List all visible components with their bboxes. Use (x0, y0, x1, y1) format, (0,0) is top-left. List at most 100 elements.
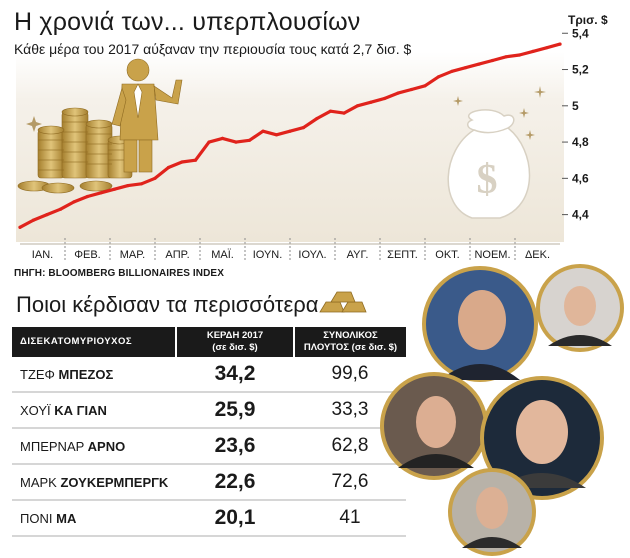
data-point (18, 225, 22, 229)
chart-subtitle: Κάθε μέρα του 2017 αύξαναν την περιουσία… (14, 41, 412, 57)
data-point (463, 66, 468, 70)
data-point (423, 84, 427, 88)
y-tick-label: 5,2 (572, 63, 589, 77)
data-point (490, 58, 495, 63)
header-wealth: ΣΥΝΟΛΙΚΟΣ ΠΛΟΥΤΟΣ (σε δισ. $) (294, 327, 406, 357)
money-bag-icon: $ (447, 109, 531, 219)
data-point (396, 91, 400, 95)
table-row: ΜΠΕΡΝΑΡ ΑΡΝΟ 23,6 62,8 (12, 428, 406, 464)
data-point (369, 100, 373, 104)
data-point (544, 46, 549, 50)
chart-panel: ΙΑΝ. ΦΕΒ. ΜΑΡ. ΑΠΡ. ΜΑΪ. ΙΟΥΝ. ΙΟΥΛ. ΑΥΓ. ΣΕΠΤ. Ο… (16, 26, 589, 262)
header-gains-line1: ΚΕΡΔΗ 2017 (206, 330, 264, 341)
data-point (207, 140, 211, 144)
table-row: ΤΖΕΦ ΜΠΕΖΟΣ 34,2 99,6 (12, 357, 406, 392)
billionaire-name: ΠΟΝΙ ΜΑ (12, 500, 176, 536)
y-tick-label: 4,4 (572, 208, 589, 222)
data-point (99, 191, 103, 195)
first-name: ΤΖΕΦ (20, 366, 59, 382)
x-tick-label: ΝΟΕΜ. (474, 249, 510, 261)
header-gains: ΚΕΡΔΗ 2017 (σε δισ. $) (176, 327, 295, 357)
data-point (558, 42, 562, 46)
businessman-icon (111, 58, 183, 173)
portrait-collage (380, 264, 624, 556)
wealth-series-points (18, 42, 562, 229)
last-name: ΜΠΕΖΟΣ (58, 366, 114, 382)
x-tick-label: ΜΑΪ. (211, 249, 234, 261)
y-tick-label: 5,4 (572, 26, 589, 40)
data-point (328, 109, 333, 113)
first-name: ΜΑΡΚ (20, 474, 61, 490)
data-point (382, 96, 387, 101)
x-tick-label: ΔΕΚ. (525, 249, 550, 261)
sparkle-icon (26, 86, 546, 140)
dollar-symbol: $ (477, 157, 498, 203)
header-wealth-line1: ΣΥΝΟΛΙΚΟΣ (323, 330, 378, 341)
portrait-zuckerberg (480, 376, 604, 500)
header-gains-line2: (σε δισ. $) (212, 342, 258, 353)
chart-svg: ΙΑΝ. ΦΕΒ. ΜΑΡ. ΑΠΡ. ΜΑΪ. ΙΟΥΝ. ΙΟΥΛ. ΑΥΓ. ΣΕΠΤ. Ο… (16, 26, 589, 262)
first-name: ΜΠΕΡΝΑΡ (20, 438, 88, 454)
data-point (45, 213, 49, 217)
data-point (220, 136, 225, 140)
data-point (247, 138, 252, 142)
x-tick-label: ΙΟΥΝ. (253, 249, 283, 261)
data-point (112, 187, 117, 191)
data-point (139, 182, 144, 186)
wealth-value: 72,6 (331, 471, 369, 492)
portrait-hui-ka-yan (536, 264, 624, 352)
data-point (477, 62, 481, 66)
portrait-arnault (380, 372, 488, 480)
month-separators (20, 238, 560, 262)
data-point (85, 194, 90, 199)
table-row: ΜΑΡΚ ΖΟΥΚΕΡΜΠΕΡΓΚ 22,6 72,6 (12, 464, 406, 500)
gain-value: 34,2 (214, 362, 256, 385)
first-name: ΠΟΝΙ (20, 510, 57, 526)
billionaire-name: ΜΑΡΚ ΖΟΥΚΕΡΜΠΕΡΓΚ (12, 464, 176, 500)
data-point (504, 55, 508, 59)
x-tick-label: ΣΕΠΤ. (387, 249, 418, 261)
gain-value: 25,9 (214, 398, 256, 421)
gain-value: 23,6 (214, 434, 256, 457)
table-row: ΧΟΥΪ ΚΑ ΓΙΑΝ 25,9 33,3 (12, 392, 406, 428)
x-axis-labels: ΙΑΝ. ΦΕΒ. ΜΑΡ. ΑΠΡ. ΜΑΪ. ΙΟΥΝ. ΙΟΥΛ. ΑΥΓ. ΣΕΠΤ. Ο… (32, 249, 550, 261)
gain-value: 20,1 (214, 506, 256, 529)
data-point (450, 69, 454, 73)
data-point (261, 129, 265, 133)
x-tick-label: ΙΑΝ. (32, 249, 53, 261)
data-point (166, 165, 171, 170)
x-tick-label: ΟΚΤ. (435, 249, 459, 261)
first-name: ΧΟΥΪ (20, 402, 55, 418)
source-note: ΠΗΓΗ: BLOOMBERG BILLIONAIRES INDEX (14, 268, 224, 279)
data-point (234, 140, 238, 144)
y-axis-unit: Τρισ. $ (568, 13, 608, 27)
gain-value: 22,6 (214, 470, 256, 493)
data-point (31, 218, 36, 222)
data-point (288, 129, 292, 133)
x-tick-label: ΑΠΡ. (165, 249, 189, 261)
wealth-value: 41 (339, 507, 361, 528)
y-tick-label: 4,6 (572, 171, 589, 185)
y-tick-label: 4,8 (572, 135, 589, 149)
data-point (531, 49, 535, 54)
billionaire-name: ΜΠΕΡΝΑΡ ΑΡΝΟ (12, 428, 176, 464)
data-point (342, 111, 346, 115)
chart-title: Η χρονιά των... υπερπλουσίων (14, 8, 361, 36)
data-point (180, 160, 184, 164)
last-name: ΑΡΝΟ (87, 438, 126, 454)
x-tick-label: ΑΥΓ. (347, 249, 369, 261)
data-point (153, 176, 157, 180)
data-point (58, 207, 63, 211)
last-name: ΜΑ (56, 510, 77, 526)
y-axis-ticks: 4,4 4,6 4,8 5 5,2 5,4 (562, 26, 589, 222)
wealth-value: 99,6 (331, 363, 369, 384)
data-point (193, 158, 198, 162)
data-point (301, 126, 306, 130)
wealth-value: 62,8 (331, 435, 369, 456)
data-point (409, 87, 414, 92)
data-point (517, 53, 522, 57)
billionaire-name: ΧΟΥΪ ΚΑ ΓΙΑΝ (12, 392, 176, 428)
portrait-pony-ma (448, 468, 536, 556)
data-point (436, 75, 441, 79)
last-name: ΚΑ ΓΙΑΝ (54, 402, 107, 418)
